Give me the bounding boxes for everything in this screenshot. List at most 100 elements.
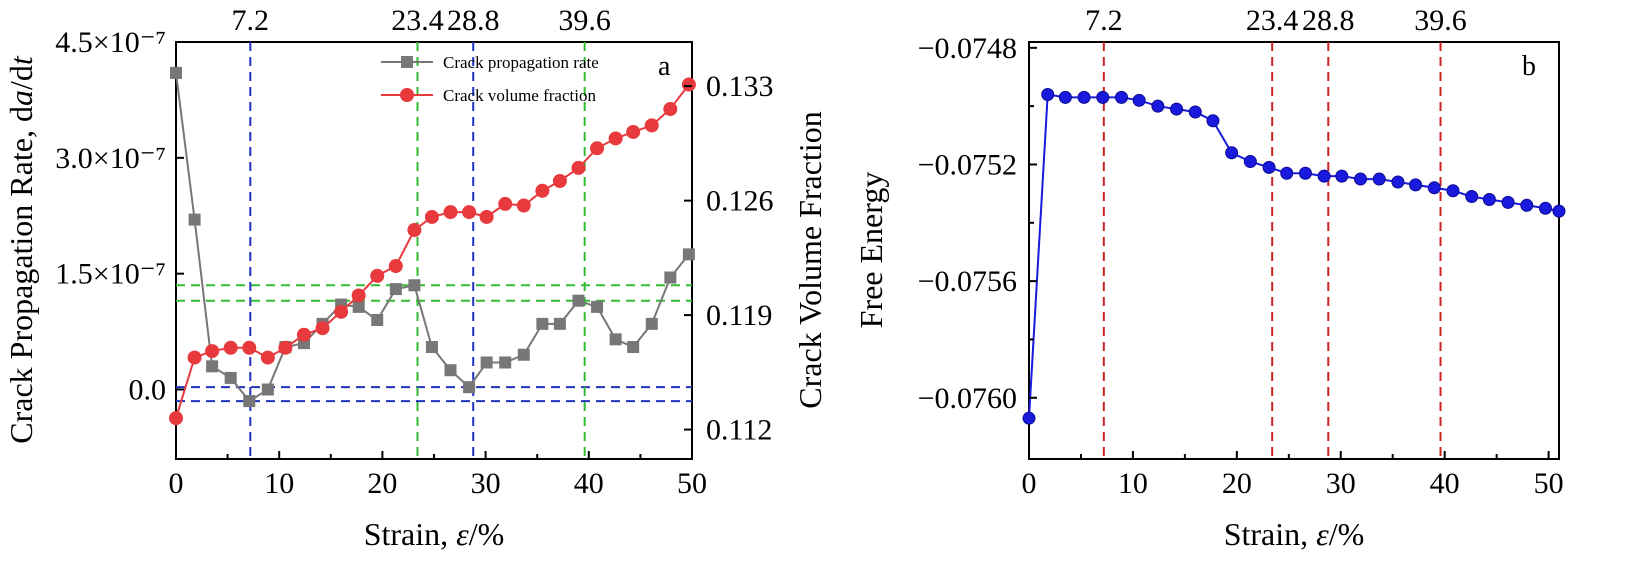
crack-volume-fraction-point	[334, 304, 349, 319]
free-energy-point	[1409, 178, 1423, 192]
free-energy-point	[1372, 172, 1386, 186]
panel-a-vline-label-0: 7.2	[232, 4, 270, 37]
free-energy-point	[1446, 184, 1460, 198]
crack-propagation-rate-point	[627, 341, 640, 354]
crack-propagation-rate-point	[206, 360, 219, 373]
crack-propagation-rate-point	[243, 395, 256, 408]
panel-a-right-y-axis-label: Crack Volume Fraction	[792, 111, 828, 408]
crack-volume-fraction-point	[260, 350, 275, 365]
panel-a-left-y-tick-label: 1.5×10⁻⁷	[55, 258, 166, 291]
crack-volume-fraction-point	[571, 160, 586, 175]
crack-volume-fraction-point	[169, 411, 183, 426]
crack-propagation-rate-point	[480, 356, 493, 369]
free-energy-point	[1335, 169, 1349, 183]
crack-propagation-rate-point	[261, 383, 274, 396]
panel-b-vline-label-3: 39.6	[1414, 4, 1467, 37]
free-energy-point	[1280, 166, 1294, 180]
free-energy-point	[1058, 90, 1072, 104]
crack-volume-fraction-point	[370, 268, 385, 283]
crack-propagation-rate-point	[645, 317, 658, 330]
free-energy-point	[1465, 190, 1479, 204]
panel-a-vline-label-2: 28.8	[447, 4, 500, 37]
free-energy-point	[1243, 155, 1257, 169]
crack-volume-fraction-point	[315, 321, 330, 336]
panel-b: 7.2 23.4 28.8 39.6 0 10 20 30 40 50 −0.0760 −0.075…	[853, 4, 1566, 552]
panel-b-axes: 0 10 20 30 40 50 −0.0760 −0.0756 −0.0752 −0.0748	[918, 32, 1564, 500]
crack-volume-fraction-point	[663, 102, 678, 117]
panel-b-y-tick-label: −0.0752	[918, 148, 1017, 181]
free-energy-point	[1170, 102, 1184, 116]
crack-volume-fraction-point	[205, 344, 220, 359]
crack-propagation-rate-point	[371, 314, 384, 326]
free-energy-point	[1096, 90, 1110, 104]
crack-volume-fraction-point	[626, 124, 641, 139]
panel-b-y-tick-label: −0.0756	[918, 265, 1017, 298]
crack-volume-fraction-point	[552, 174, 567, 188]
legend-label-crack-propagation-rate: Crack propagation rate	[443, 53, 599, 72]
panel-a-right-y-tick-label: 0.126	[706, 185, 774, 218]
crack-volume-fraction-point	[443, 205, 458, 220]
crack-propagation-rate-point	[572, 294, 585, 307]
free-energy-point	[1298, 166, 1312, 180]
free-energy-point	[1114, 90, 1128, 104]
panel-a-left-y-tick-label: 3.0×10⁻⁷	[55, 142, 166, 175]
crack-volume-fraction-point	[479, 209, 494, 224]
crack-propagation-rate-point	[517, 348, 530, 361]
panel-a-x-tick-label: 50	[677, 467, 707, 500]
crack-propagation-rate-point	[682, 248, 695, 261]
crack-volume-fraction-point	[498, 196, 513, 211]
crack-volume-fraction-point	[681, 77, 696, 92]
crack-volume-fraction-point	[462, 205, 477, 220]
panel-b-x-tick-label: 20	[1222, 467, 1252, 500]
panel-a-x-tick-label: 30	[471, 467, 501, 500]
panel-a-series-crack-propagation-rate	[170, 66, 695, 408]
free-energy-point	[1538, 201, 1552, 215]
panel-b-x-tick-label: 0	[1022, 467, 1037, 500]
crack-propagation-rate-point	[170, 66, 182, 79]
panel-a-right-y-tick-label: 0.119	[706, 299, 772, 332]
free-energy-point	[1206, 114, 1220, 128]
panel-b-vline-label-2: 28.8	[1302, 4, 1355, 37]
panel-b-vline-label-0: 7.2	[1085, 4, 1123, 37]
legend-label-crack-volume-fraction: Crack volume fraction	[443, 86, 596, 105]
crack-propagation-rate-point	[444, 364, 457, 377]
panel-b-x-tick-label: 30	[1326, 467, 1356, 500]
panel-b-y-axis-label: Free Energy	[853, 172, 889, 329]
panel-a: 7.2 23.4 28.8 39.6 0 10 20 30 40 50 0.0 1.5×10⁻⁷ 3.…	[3, 4, 828, 552]
free-energy-point	[1151, 99, 1165, 113]
panel-b-y-tick-label: −0.0760	[918, 382, 1017, 415]
panel-a-x-tick-label: 10	[264, 467, 294, 500]
free-energy-point	[1132, 93, 1146, 107]
crack-propagation-rate-point	[352, 300, 365, 313]
free-energy-line	[1028, 93, 1560, 419]
free-energy-point	[1391, 175, 1405, 189]
panel-a-x-tick-label: 20	[367, 467, 397, 500]
panel-a-right-y-tick-label: 0.112	[706, 414, 772, 447]
panel-b-x-tick-label: 50	[1534, 467, 1564, 500]
panel-b-series-free-energy	[1022, 87, 1566, 425]
panel-a-left-y-tick-label: 0.0	[129, 374, 167, 407]
panel-b-label: b	[1522, 51, 1536, 82]
crack-propagation-rate-point	[591, 300, 604, 313]
crack-propagation-rate-point	[389, 283, 402, 296]
panel-b-y-tick-label: −0.0748	[918, 32, 1017, 65]
panel-a-x-tick-label: 40	[574, 467, 604, 500]
free-energy-point	[1482, 192, 1496, 206]
crack-propagation-rate-point	[463, 381, 476, 394]
free-energy-point	[1427, 181, 1441, 195]
crack-propagation-rate-point	[425, 341, 438, 354]
crack-volume-fraction-point	[516, 198, 531, 213]
panel-a-axes: 0 10 20 30 40 50 0.0 1.5×10⁻⁷ 3.0×10⁻⁷ 4.5×10⁻⁷ 0.…	[55, 26, 773, 500]
crack-propagation-rate-point	[499, 356, 512, 369]
crack-volume-fraction-point	[296, 327, 311, 342]
crack-volume-fraction-point	[424, 209, 439, 224]
crack-propagation-rate-point	[536, 317, 549, 330]
panel-a-legend: Crack propagation rate Crack volume frac…	[381, 53, 599, 105]
free-energy-point	[1077, 90, 1091, 104]
panel-a-left-y-axis-label: Crack Propagation Rate, da/dt	[3, 55, 39, 444]
panel-a-right-y-tick-label: 0.133	[706, 70, 774, 103]
crack-propagation-rate-point	[408, 279, 421, 292]
crack-volume-fraction-point	[388, 259, 403, 274]
crack-propagation-rate-point	[664, 271, 677, 284]
